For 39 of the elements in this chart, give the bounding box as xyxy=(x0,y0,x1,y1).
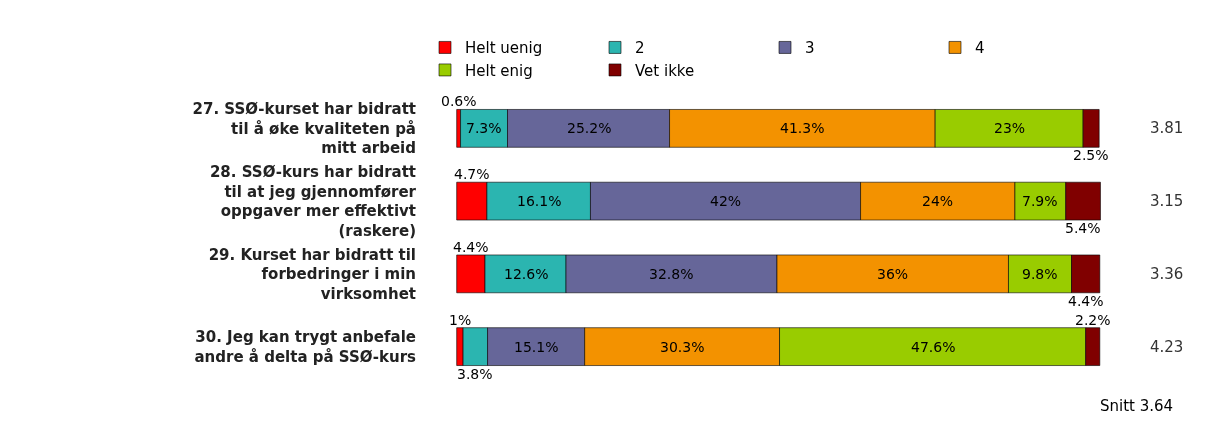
data-label: 1% xyxy=(449,312,472,328)
text: 4.23 xyxy=(1150,338,1184,356)
data-label: 24% xyxy=(922,193,954,209)
data-label: 16.1% xyxy=(517,193,562,209)
data-label: 41.3% xyxy=(780,120,825,136)
data-label: 7.3% xyxy=(466,120,502,136)
legend-label: 2 xyxy=(635,39,645,58)
data-label: 12.6% xyxy=(504,266,549,282)
data-label: 36% xyxy=(877,266,909,282)
data-label: 4.4% xyxy=(1068,293,1104,309)
data-label: 9.8% xyxy=(1022,266,1058,282)
legend-label: Helt enig xyxy=(465,61,533,80)
text: 3.81 xyxy=(1150,119,1184,137)
data-label: 47.6% xyxy=(911,339,956,355)
text: Snitt 3.64 xyxy=(1100,397,1174,415)
legend-label: 3 xyxy=(805,39,815,58)
y-tick-label: 29. Kurset har bidratt til forbedringer i min virksomhet xyxy=(208,245,416,303)
legend-label: Vet ikke xyxy=(635,61,695,80)
data-label: 15.1% xyxy=(514,339,559,355)
data-label: 25.2% xyxy=(567,120,612,136)
data-label: 5.4% xyxy=(1065,220,1101,236)
data-label: 0.6% xyxy=(441,93,477,109)
y-tick-label: 27. SSØ-kurset har bidratt til å øke kvaliteten på mitt arbeid xyxy=(192,100,416,158)
text: 3.36 xyxy=(1150,265,1184,283)
data-label: 30.3% xyxy=(660,339,705,355)
data-label: 23% xyxy=(994,120,1026,136)
legend-label: Helt uenig xyxy=(465,39,543,58)
text: 3.15 xyxy=(1150,192,1184,210)
data-label: 42% xyxy=(710,193,742,209)
data-label: 3.8% xyxy=(457,366,493,382)
y-tick-label: 30. Jeg kan trygt anbefale andre å delta på SSØ-kurs xyxy=(194,328,417,366)
legend-label: 4 xyxy=(975,39,985,58)
data-label: 7.9% xyxy=(1022,193,1058,209)
data-label: 2.2% xyxy=(1075,312,1111,328)
data-label: 32.8% xyxy=(649,266,694,282)
data-label: 2.5% xyxy=(1073,147,1109,163)
data-label: 4.7% xyxy=(454,166,490,182)
y-tick-label: 28. SSØ-kurs har bidratt til at jeg gjennomfører oppgaver mer effektivt (raskere) xyxy=(209,163,417,240)
data-label: 4.4% xyxy=(453,239,489,255)
